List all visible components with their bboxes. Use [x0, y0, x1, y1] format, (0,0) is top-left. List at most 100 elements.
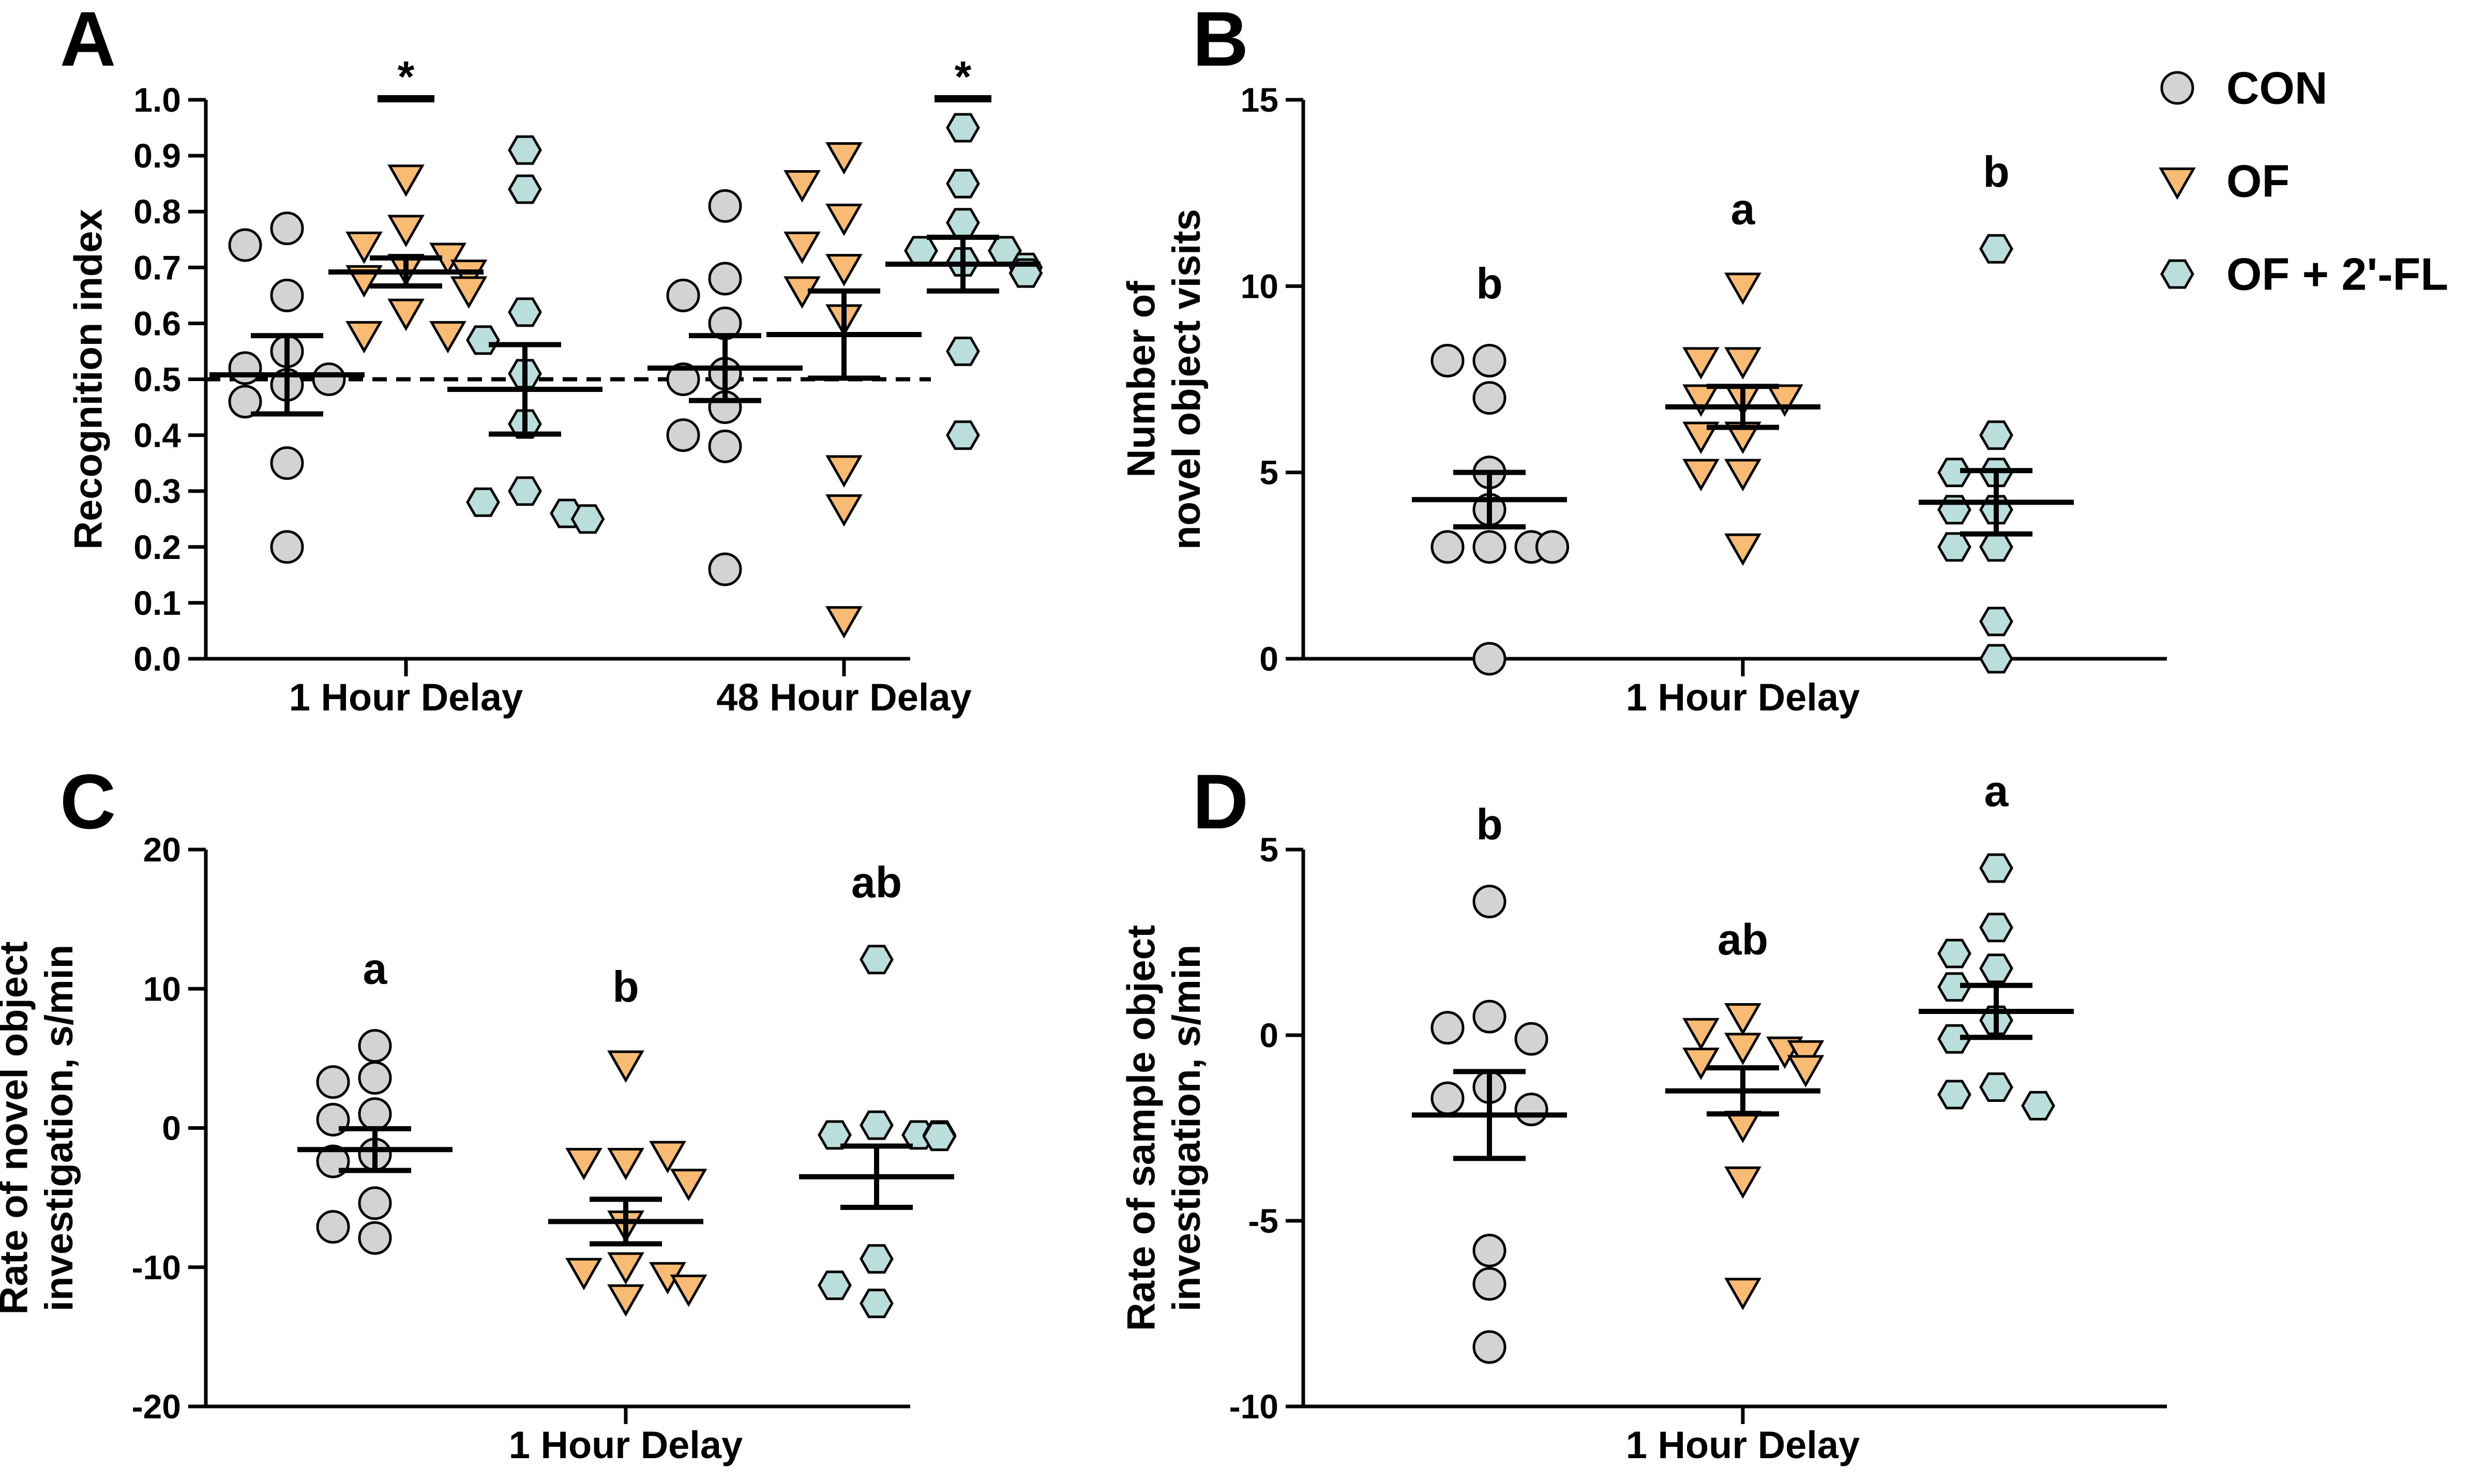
panel-label: A — [60, 0, 116, 82]
data-point — [1514, 1093, 1548, 1127]
data-point — [784, 231, 821, 264]
data-point — [946, 169, 980, 199]
data-point — [450, 259, 488, 292]
significance-letter: b — [612, 963, 639, 1011]
data-point — [1472, 1267, 1506, 1301]
data-point — [1937, 458, 1971, 488]
y-axis-title: Recognition index — [67, 209, 111, 550]
data-point — [270, 530, 304, 564]
data-point — [825, 606, 863, 639]
y-tick-label: 0.6 — [133, 304, 181, 342]
data-point — [1535, 530, 1569, 564]
data-point — [1937, 972, 1971, 1002]
legend-marker — [2160, 259, 2194, 289]
data-point — [508, 135, 542, 165]
significance-letter: ab — [1717, 915, 1768, 964]
series-of: b — [548, 963, 707, 1317]
data-point — [1682, 1048, 1720, 1080]
data-point — [860, 1110, 894, 1140]
x-category-label: 1 Hour Delay — [509, 1424, 743, 1466]
y-tick-label: 0.1 — [133, 584, 181, 622]
data-point — [1472, 343, 1506, 377]
data-point — [860, 1244, 894, 1274]
data-point — [1979, 234, 2013, 264]
data-point — [1979, 644, 2013, 674]
legend-item-of: OF — [2159, 156, 2289, 207]
data-point — [270, 211, 304, 246]
data-point — [1787, 1055, 1825, 1088]
y-axis-title: Number ofnovel object visits — [1119, 209, 1208, 550]
data-point — [1724, 1278, 1761, 1310]
data-point — [1724, 533, 1761, 566]
y-tick-label: 5 — [1259, 830, 1278, 869]
data-point — [228, 228, 262, 262]
data-point — [508, 297, 542, 327]
data-point — [1724, 272, 1761, 305]
significance-letter: a — [1731, 185, 1756, 233]
data-point — [316, 1065, 350, 1099]
data-point — [1979, 913, 2013, 943]
data-point — [825, 455, 863, 488]
x-category-label: 1 Hour Delay — [289, 676, 523, 719]
data-point — [228, 351, 262, 385]
data-point — [825, 254, 863, 286]
data-point — [345, 321, 383, 354]
y-tick-label: 0.9 — [133, 137, 181, 175]
y-tick-label: 10 — [143, 970, 181, 1008]
series-of: * — [328, 52, 488, 354]
legend-label: OF — [2226, 156, 2289, 207]
data-point — [670, 1169, 707, 1202]
legend-label: CON — [2226, 63, 2328, 114]
data-point — [946, 420, 980, 450]
series-con: b — [1412, 259, 1569, 676]
data-point — [1430, 343, 1465, 377]
y-tick-label: -10 — [132, 1248, 181, 1286]
panel-label: B — [1193, 0, 1248, 82]
data-point — [666, 418, 700, 452]
data-point — [922, 1122, 957, 1152]
data-point — [784, 170, 821, 203]
y-tick-label: 0.4 — [133, 416, 181, 455]
panel-a: A 0.0 0.1 0.2 0.3 0.4 0.5 0.6 0.7 0.8 0.9 1.0 Recogn… — [60, 0, 1043, 719]
data-point — [508, 174, 542, 204]
data-point — [570, 504, 605, 534]
series-con — [647, 189, 803, 586]
data-point — [607, 1050, 644, 1083]
data-point — [466, 487, 500, 517]
data-point — [1430, 530, 1465, 564]
data-point — [565, 1258, 602, 1291]
data-point — [270, 446, 304, 480]
legend: CON OF OF + 2'-FL — [2159, 63, 2448, 300]
series-con: a — [297, 945, 453, 1255]
data-point — [1724, 1003, 1761, 1036]
data-point — [1430, 1011, 1465, 1045]
data-point — [649, 1141, 686, 1174]
legend-item-con: CON — [2160, 63, 2328, 114]
data-point — [607, 1147, 644, 1180]
y-tick-label: -20 — [132, 1387, 181, 1426]
y-tick-label: 5 — [1259, 453, 1278, 492]
data-point — [825, 203, 863, 236]
data-point — [450, 276, 488, 309]
data-point — [1937, 532, 1971, 562]
data-point — [607, 1284, 644, 1317]
panel-b: B 0 5 10 15 Number ofnovel object visits 1 Hou… — [1119, 0, 2167, 719]
y-tick-label: 0.0 — [133, 640, 181, 678]
data-point — [345, 231, 383, 264]
legend-item-of-2-fl: OF + 2'-FL — [2160, 249, 2448, 300]
data-point — [1430, 1081, 1465, 1115]
data-point — [387, 215, 425, 248]
data-point — [1979, 853, 2013, 883]
significance-letter: ab — [851, 858, 902, 907]
series-of-2-fl: ab — [799, 858, 957, 1319]
y-tick-label: 0.8 — [133, 192, 181, 231]
significance-letter: a — [1984, 767, 2009, 815]
data-point — [270, 278, 304, 312]
data-point — [904, 236, 938, 266]
panel-d: D -10 -5 0 5 Rate of sample objectinvestigati… — [1119, 758, 2167, 1466]
data-point — [666, 278, 700, 312]
data-point — [1682, 1018, 1720, 1051]
panel-c: C -20 -10 0 10 20 Rate of novel objectinvestig… — [0, 758, 957, 1466]
data-point — [387, 164, 425, 197]
data-point — [358, 1061, 392, 1095]
